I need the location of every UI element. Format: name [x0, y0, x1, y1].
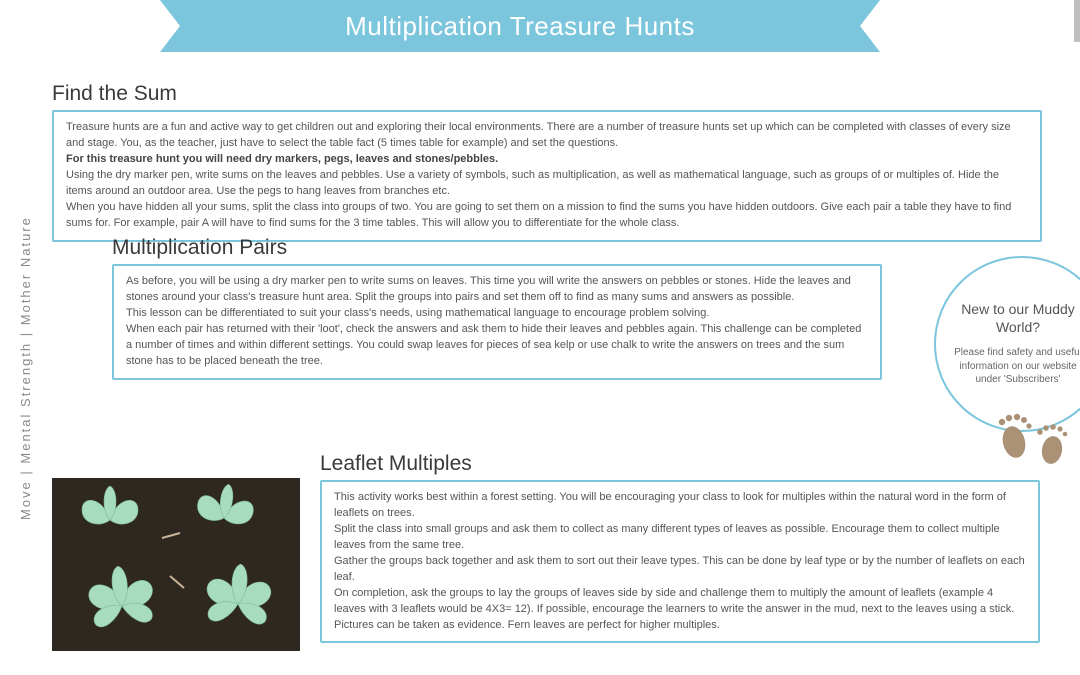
paragraph: This lesson can be differentiated to sui… [126, 306, 868, 322]
paragraph: Split the class into small groups and as… [334, 522, 1026, 554]
scrollbar-stub [1074, 0, 1080, 42]
section-multiplication-pairs: Multiplication Pairs As before, you will… [112, 236, 882, 380]
paragraph: This activity works best within a forest… [334, 490, 1026, 522]
heading-multiplication-pairs: Multiplication Pairs [112, 236, 882, 260]
paragraph: As before, you will be using a dry marke… [126, 274, 868, 306]
paragraph: On completion, ask the groups to lay the… [334, 586, 1026, 634]
heading-find-the-sum: Find the Sum [52, 82, 1042, 106]
box-leaflet-multiples: This activity works best within a forest… [320, 480, 1040, 643]
paragraph: Gather the groups back together and ask … [334, 554, 1026, 586]
leaf-photo [52, 478, 300, 651]
page-title: Multiplication Treasure Hunts [345, 11, 695, 42]
callout-body: Please find safety and useful informatio… [954, 346, 1080, 387]
title-banner: Multiplication Treasure Hunts [180, 0, 860, 52]
paragraph-bold: For this treasure hunt you will need dry… [66, 152, 1028, 168]
sidebar-tagline: Move | Mental Strength | Mother Nature [18, 216, 33, 520]
paragraph: Treasure hunts are a fun and active way … [66, 120, 1028, 152]
paragraph: When each pair has returned with their '… [126, 322, 868, 370]
paragraph: When you have hidden all your sums, spli… [66, 200, 1028, 232]
section-find-the-sum: Find the Sum Treasure hunts are a fun an… [52, 82, 1042, 242]
section-leaflet-multiples: Leaflet Multiples This activity works be… [320, 452, 1040, 643]
box-multiplication-pairs: As before, you will be using a dry marke… [112, 264, 882, 380]
callout-title: New to our Muddy World? [954, 301, 1080, 336]
box-find-the-sum: Treasure hunts are a fun and active way … [52, 110, 1042, 242]
paragraph: Using the dry marker pen, write sums on … [66, 168, 1028, 200]
callout-circle: New to our Muddy World? Please find safe… [934, 256, 1080, 432]
heading-leaflet-multiples: Leaflet Multiples [320, 452, 1040, 476]
